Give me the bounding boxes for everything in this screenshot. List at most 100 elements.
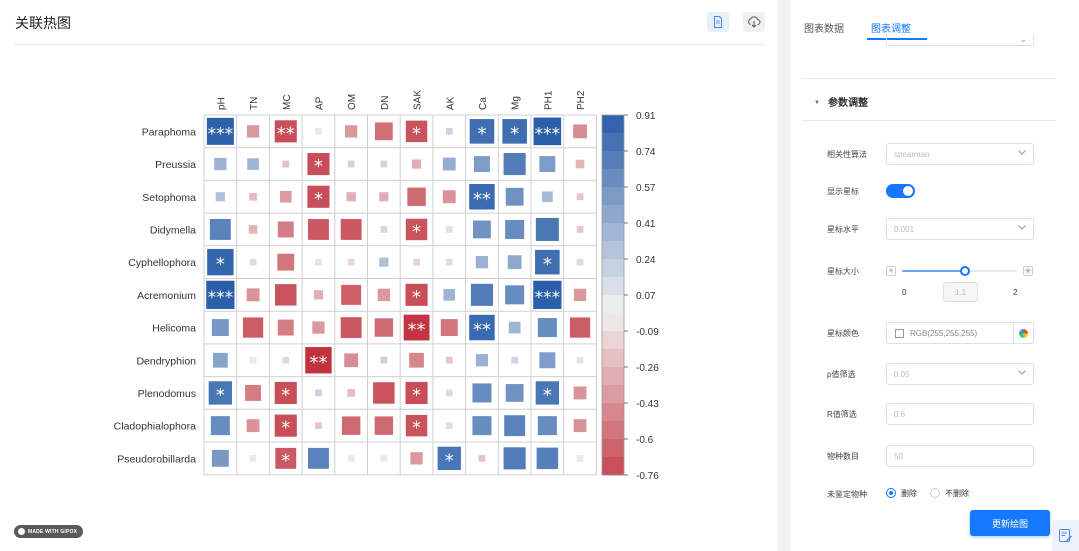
heatmap-cell <box>533 117 562 146</box>
colorbar-tick-label: 0.57 <box>636 183 656 194</box>
heatmap-cell <box>442 190 456 204</box>
show-stars-toggle[interactable] <box>886 184 915 198</box>
heatmap-cell <box>437 446 461 471</box>
p-filter-select[interactable]: 0.05 <box>886 363 1034 385</box>
star-size-value[interactable]: 1.1 <box>943 282 978 302</box>
column-label: PH2 <box>576 90 587 110</box>
tab-chart-data[interactable]: 图表数据 <box>804 24 844 35</box>
heatmap-cell <box>380 160 388 168</box>
heatmap-cell <box>505 285 525 305</box>
heatmap-cell <box>341 416 361 435</box>
heatmap-cell <box>246 288 260 302</box>
star-level-select[interactable]: 0.001 <box>886 218 1034 240</box>
star-size-slider[interactable] <box>902 266 1017 276</box>
star-large-icon[interactable]: ✳ <box>1023 265 1033 276</box>
heatmap-cell <box>245 384 262 401</box>
heatmap-cell <box>407 187 426 206</box>
row-label: Plenodomus <box>138 388 196 400</box>
significance-star: * <box>543 385 552 406</box>
row-label: Pseudorobillarda <box>117 453 196 465</box>
significance-star: ** <box>309 352 327 373</box>
row-label: Cyphellophora <box>128 257 196 269</box>
heatmap-cell <box>282 356 290 364</box>
column-label: PH1 <box>543 90 554 110</box>
r-filter-input[interactable]: 0.6 <box>886 403 1034 425</box>
radio-keep[interactable] <box>930 488 940 498</box>
significance-star: * <box>281 418 290 439</box>
colorbar-segment <box>602 115 624 134</box>
heatmap-cell <box>405 218 428 241</box>
heatmap-cell <box>503 152 526 176</box>
document-button[interactable] <box>707 12 729 32</box>
heatmap-cell <box>313 290 324 300</box>
star-size-label: 星标大小 <box>827 267 859 276</box>
heatmap-cell <box>469 119 495 144</box>
heatmap-cell <box>277 319 294 336</box>
heatmap-cell <box>470 283 494 306</box>
heatmap-cell <box>282 160 290 168</box>
species-count-input[interactable]: 50 <box>886 445 1034 467</box>
tab-chart-adjust[interactable]: 图表调整 <box>871 24 911 35</box>
heatmap-cell <box>307 185 330 208</box>
colorbar-tick-label: -0.09 <box>636 327 659 338</box>
column-label: Ca <box>478 97 489 110</box>
method-value: spearman <box>894 149 930 159</box>
made-with-badge: MADE WITH GIPOX <box>14 525 84 538</box>
heatmap-cell <box>442 157 456 171</box>
heatmap-cell <box>445 356 453 364</box>
colorbar-segment <box>602 223 624 242</box>
star-color-input[interactable]: RGB(255,255,255) <box>886 322 1034 344</box>
heatmap-cell <box>346 192 356 202</box>
method-label: 相关性算法 <box>827 150 867 159</box>
significance-star: *** <box>208 288 234 308</box>
heatmap-cell <box>374 122 393 141</box>
row-label: Setophoma <box>142 192 196 204</box>
heatmap-cell <box>410 452 423 465</box>
heatmap-cell <box>535 217 559 241</box>
section-header[interactable]: ▼ 参数调整 <box>814 94 868 109</box>
row-label: Helicoma <box>152 323 196 335</box>
significance-star: *** <box>208 124 234 144</box>
colorbar-segment <box>602 151 624 170</box>
star-small-icon[interactable]: ✳ <box>886 266 896 276</box>
significance-star: * <box>314 189 323 210</box>
color-picker-button[interactable] <box>1013 323 1033 343</box>
heatmap-cell <box>305 347 332 374</box>
update-plot-button[interactable]: 更新绘图 <box>970 510 1050 536</box>
heatmap-cell <box>274 120 297 143</box>
heatmap-cell <box>274 414 297 437</box>
radio-delete[interactable] <box>886 488 896 498</box>
heatmap-cell <box>340 317 362 338</box>
significance-star: ** <box>408 320 426 341</box>
heatmap-cell <box>207 248 234 276</box>
heatmap-cell <box>503 447 526 470</box>
significance-star: * <box>412 221 421 242</box>
heatmap-cell <box>411 159 422 169</box>
column-label: OM <box>347 94 358 110</box>
significance-star: * <box>412 418 421 439</box>
method-select[interactable]: spearman <box>886 143 1034 165</box>
download-button[interactable] <box>743 12 765 32</box>
scrolled-select[interactable]: ⌄ <box>886 34 1034 46</box>
radio-keep-label[interactable]: 不删除 <box>945 489 969 498</box>
section-title: 参数调整 <box>827 98 868 109</box>
row-label: Didymella <box>150 224 196 236</box>
heatmap-cell <box>409 352 424 368</box>
heatmap-cell <box>277 253 295 271</box>
heatmap-cell <box>210 416 230 436</box>
slider-min: 0 <box>902 288 907 297</box>
feedback-button[interactable] <box>1052 520 1079 551</box>
heatmap-cell <box>445 226 453 233</box>
heatmap-cell <box>209 219 231 240</box>
star-level-value: 0.001 <box>894 224 915 234</box>
radio-delete-label[interactable]: 删除 <box>901 489 917 498</box>
row-label: Paraphoma <box>142 126 196 138</box>
heatmap-cell <box>246 125 260 138</box>
r-filter-label: R值筛选 <box>827 410 857 419</box>
heatmap-cell <box>380 226 388 233</box>
colorbar-tick-label: 0.07 <box>636 291 656 302</box>
heatmap-cell <box>212 352 228 368</box>
slider-handle[interactable] <box>960 266 971 276</box>
heatmap-cell <box>248 225 258 234</box>
colorbar-segment <box>602 385 624 404</box>
